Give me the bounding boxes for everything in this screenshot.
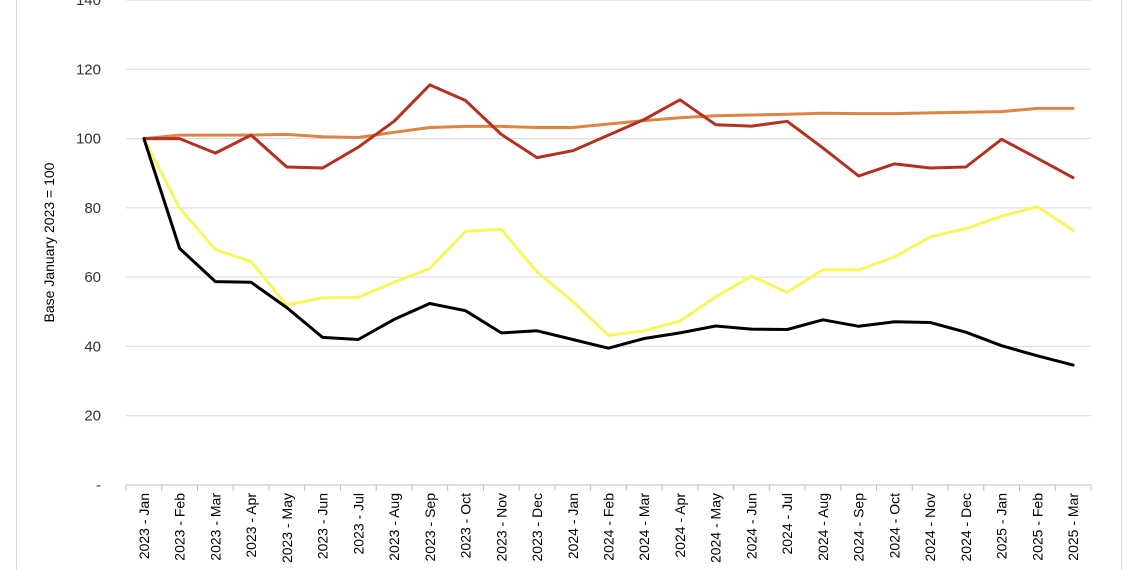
x-tick-label: 2023 - Jan: [136, 493, 152, 559]
x-tick-label: 2024 - Jun: [743, 493, 759, 559]
y-tick-label: 80: [84, 200, 101, 217]
x-tick-label: 2023 - Apr: [243, 493, 259, 558]
x-tick-label: 2023 - Oct: [458, 493, 474, 558]
x-tick-label: 2025 - Mar: [1065, 493, 1081, 561]
x-tick-label: 2024 - Nov: [922, 493, 938, 561]
y-tick-label: 120: [76, 61, 101, 78]
x-tick-label: 2025 - Jan: [994, 493, 1010, 559]
x-tick-label: 2023 - Feb: [172, 493, 188, 561]
x-tick-label: 2024 - Oct: [886, 493, 902, 558]
x-tick-label: 2023 - Aug: [386, 493, 402, 561]
x-tick-label: 2023 - Jun: [315, 493, 331, 559]
x-tick-label: 2024 - Dec: [958, 493, 974, 561]
y-tick-label: 20: [84, 408, 101, 425]
x-tick-label: 2024 - Sep: [851, 493, 867, 562]
x-tick-label: 2023 - May: [279, 493, 295, 563]
x-tick-label: 2024 - Mar: [636, 493, 652, 561]
y-tick-label: 40: [84, 338, 101, 355]
x-tick-label: 2023 - Dec: [529, 493, 545, 561]
x-tick-label: 2024 - May: [708, 493, 724, 563]
y-tick-label: 60: [84, 269, 101, 286]
y-axis-label: Base January 2023 = 100: [41, 162, 57, 322]
x-tick-label: 2024 - Jul: [779, 493, 795, 554]
x-tick-label: 2024 - Feb: [601, 493, 617, 561]
series-line-2: [142, 83, 1075, 180]
y-tick-label: 140: [76, 0, 101, 9]
x-tick-label: 2023 - Nov: [493, 493, 509, 561]
x-tick-label: 2024 - Aug: [815, 493, 831, 561]
x-tick-label: 2024 - Jan: [565, 493, 581, 559]
series-line-3: [142, 137, 1075, 337]
x-tick-label: 2024 - Apr: [672, 493, 688, 558]
y-tick-label: 100: [76, 131, 101, 148]
x-tick-label: 2025 - Feb: [1029, 493, 1045, 561]
x-tick-label: 2023 - Mar: [207, 493, 223, 561]
series-line-4: [142, 137, 1075, 367]
y-tick-label: -: [96, 477, 101, 494]
x-tick-label: 2023 - Sep: [422, 493, 438, 562]
x-tick-label: 2023 - Jul: [350, 493, 366, 554]
series-line-1: [142, 106, 1075, 141]
chart-border: [16, 0, 1122, 570]
